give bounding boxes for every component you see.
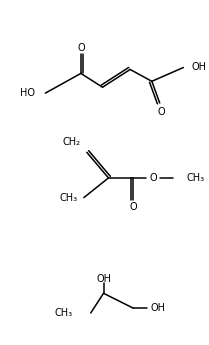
- Text: OH: OH: [191, 62, 206, 72]
- Text: CH₃: CH₃: [55, 308, 73, 318]
- Text: CH₃: CH₃: [60, 193, 78, 203]
- Text: CH₂: CH₂: [63, 137, 81, 147]
- Text: O: O: [129, 201, 137, 211]
- Text: O: O: [149, 173, 157, 183]
- Text: OH: OH: [151, 303, 166, 313]
- Text: O: O: [158, 107, 166, 117]
- Text: CH₃: CH₃: [186, 173, 204, 183]
- Text: HO: HO: [20, 88, 36, 98]
- Text: O: O: [77, 43, 85, 53]
- Text: OH: OH: [96, 275, 111, 285]
